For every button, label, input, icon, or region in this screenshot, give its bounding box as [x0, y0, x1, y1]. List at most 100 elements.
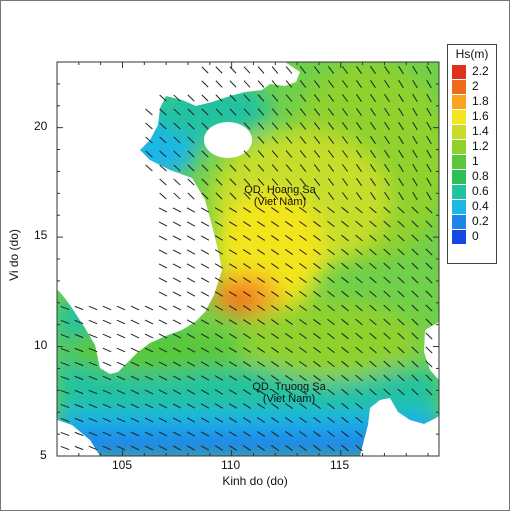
direction-arrow: [214, 263, 224, 269]
direction-arrow: [426, 79, 432, 89]
direction-arrow: [228, 221, 238, 227]
direction-arrow: [341, 402, 349, 410]
direction-arrow: [327, 318, 335, 326]
direction-arrow: [214, 221, 224, 227]
direction-arrow: [383, 374, 391, 382]
direction-arrow: [228, 333, 238, 339]
direction-arrow: [341, 346, 349, 354]
direction-arrow: [201, 164, 209, 172]
direction-arrow: [256, 389, 266, 395]
direction-arrow: [116, 305, 126, 311]
direction-arrow: [370, 164, 376, 172]
direction-arrow: [341, 108, 349, 116]
direction-arrow: [285, 164, 293, 172]
direction-arrow: [60, 445, 70, 451]
direction-arrow: [158, 375, 168, 381]
direction-arrow: [74, 431, 84, 437]
y-tick-label: 10: [34, 338, 48, 352]
direction-arrow: [186, 417, 196, 423]
direction-arrow: [369, 304, 377, 312]
direction-arrow: [242, 445, 252, 451]
direction-arrow: [158, 235, 168, 241]
direction-arrow: [411, 220, 419, 228]
legend-entry: 0: [452, 229, 496, 244]
legend-entry: 0.6: [452, 184, 496, 199]
direction-arrow: [256, 403, 266, 409]
direction-arrow: [271, 164, 279, 172]
direction-arrow: [74, 361, 84, 367]
direction-arrow: [214, 347, 224, 353]
direction-arrow: [144, 305, 154, 311]
y-tick-label: 20: [34, 119, 48, 133]
direction-arrow: [88, 403, 98, 409]
direction-arrow: [186, 249, 196, 255]
direction-arrow: [285, 374, 293, 382]
direction-arrow: [186, 305, 196, 311]
direction-arrow: [200, 333, 210, 339]
direction-arrow: [397, 234, 405, 242]
direction-arrow: [383, 360, 391, 368]
direction-arrow: [187, 192, 195, 200]
direction-arrow: [172, 277, 182, 283]
direction-arrow: [398, 149, 404, 159]
direction-arrow: [270, 263, 280, 269]
direction-arrow: [285, 276, 293, 284]
direction-arrow: [370, 108, 376, 116]
direction-arrow: [256, 291, 266, 297]
direction-arrow: [425, 360, 433, 368]
direction-arrow: [341, 136, 349, 144]
legend-swatch: [452, 230, 466, 244]
direction-arrow: [384, 65, 390, 75]
direction-arrow: [186, 375, 196, 381]
direction-arrow: [130, 305, 140, 311]
direction-arrow: [270, 375, 280, 381]
direction-arrow: [145, 108, 153, 116]
direction-arrow: [313, 374, 321, 382]
direction-arrow: [355, 374, 363, 382]
direction-arrow: [425, 234, 433, 242]
direction-arrow: [200, 319, 210, 325]
direction-arrow: [242, 431, 252, 437]
direction-arrow: [200, 305, 210, 311]
direction-arrow: [186, 333, 196, 339]
direction-arrow: [370, 136, 376, 144]
direction-arrow: [130, 389, 140, 395]
y-axis-label: Vi do (do): [7, 229, 21, 281]
direction-arrow: [214, 403, 224, 409]
direction-arrow: [173, 164, 181, 172]
direction-arrow: [243, 192, 251, 200]
direction-arrow: [228, 249, 238, 255]
direction-arrow: [299, 108, 307, 116]
direction-arrow: [172, 305, 182, 311]
direction-arrow: [116, 375, 126, 381]
direction-arrow: [242, 403, 252, 409]
direction-arrow: [242, 235, 252, 241]
wave-direction-arrows: [60, 65, 433, 452]
direction-arrow: [257, 164, 265, 172]
direction-arrow: [88, 319, 98, 325]
direction-arrow: [285, 66, 293, 74]
direction-arrow: [158, 417, 168, 423]
legend-title: Hs(m): [455, 47, 489, 61]
direction-arrow: [397, 374, 405, 382]
direction-arrow: [355, 360, 363, 368]
legend-entry: 0.8: [452, 169, 496, 184]
direction-arrow: [187, 108, 195, 116]
direction-arrow: [172, 347, 182, 353]
direction-arrow: [270, 277, 280, 283]
direction-arrow: [370, 94, 376, 102]
direction-arrow: [285, 318, 293, 326]
direction-arrow: [130, 347, 140, 353]
direction-arrow: [355, 346, 363, 354]
direction-arrow: [145, 122, 153, 130]
direction-arrow: [285, 80, 293, 88]
direction-arrow: [228, 403, 238, 409]
legend-label: 1.2: [472, 139, 489, 153]
direction-arrow: [412, 163, 418, 173]
direction-arrow: [60, 375, 70, 381]
direction-arrow: [229, 80, 237, 88]
direction-arrow: [426, 191, 432, 201]
direction-arrow: [158, 403, 168, 409]
direction-arrow: [398, 93, 404, 103]
